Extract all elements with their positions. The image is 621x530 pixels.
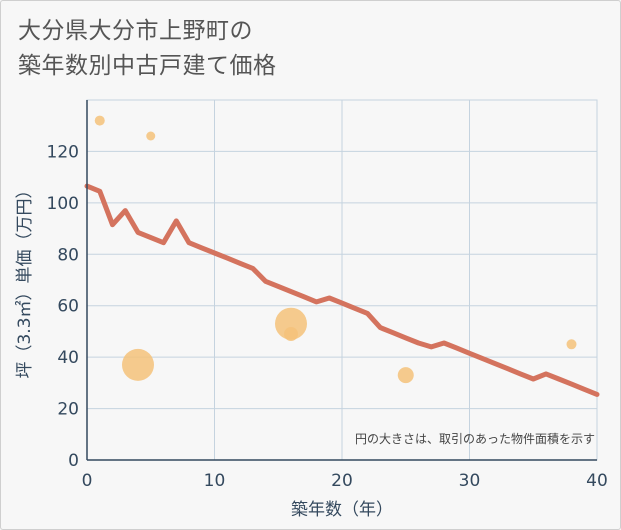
- chart-title-line-1: 大分県大分市上野町の: [18, 18, 253, 44]
- bubbles: [94, 115, 577, 384]
- bubble-size-note: 円の大きさは、取引のあった物件面積を示す: [355, 431, 595, 446]
- y-tick-label: 80: [57, 245, 79, 265]
- y-tick-label: 60: [57, 297, 79, 317]
- data-bubble: [146, 131, 156, 141]
- y-tick-label: 40: [57, 348, 79, 368]
- x-tick-label: 40: [586, 471, 608, 491]
- x-tick-label: 0: [82, 471, 93, 491]
- chart-title: 大分県大分市上野町の 築年数別中古戸建て価格: [18, 14, 277, 84]
- data-bubble: [275, 307, 307, 340]
- trend-line-group: [84, 183, 600, 397]
- x-tick-label: 20: [331, 471, 353, 491]
- x-axis-title: 築年数（年）: [291, 500, 393, 520]
- y-tick-label: 120: [47, 142, 79, 162]
- trend-line: [84, 183, 600, 397]
- axes: 0 20 40 60 80 100 120 0 10 20 30 40: [47, 100, 608, 491]
- data-bubble: [94, 115, 105, 126]
- data-bubble: [566, 339, 577, 350]
- y-tick-label: 0: [68, 451, 79, 471]
- x-tick-label: 10: [204, 471, 226, 491]
- chart-title-line-2: 築年数別中古戸建て価格: [18, 53, 277, 79]
- data-bubble: [397, 367, 414, 384]
- y-tick-label: 100: [47, 194, 79, 214]
- y-tick-label: 20: [57, 400, 79, 420]
- data-bubble: [284, 327, 298, 341]
- y-axis-title: 坪（3.3㎡）単価（万円）: [15, 181, 35, 378]
- grid: [86, 99, 598, 461]
- x-tick-label: 30: [459, 471, 481, 491]
- data-bubble: [122, 348, 154, 381]
